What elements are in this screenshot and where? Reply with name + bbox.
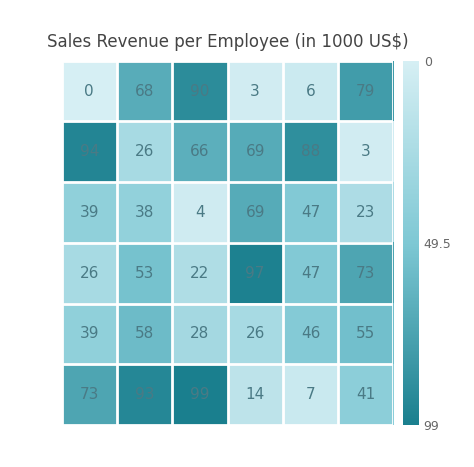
Text: 3: 3 (361, 144, 371, 159)
Text: 73: 73 (356, 266, 375, 281)
Text: 26: 26 (80, 266, 99, 281)
Title: Sales Revenue per Employee (in 1000 US$): Sales Revenue per Employee (in 1000 US$) (47, 33, 408, 51)
Text: 90: 90 (190, 84, 210, 99)
Text: 38: 38 (135, 205, 154, 220)
Text: 88: 88 (301, 144, 320, 159)
Text: 39: 39 (80, 326, 99, 341)
Text: 28: 28 (190, 326, 210, 341)
Text: 79: 79 (356, 84, 375, 99)
Text: 26: 26 (135, 144, 154, 159)
Text: 23: 23 (356, 205, 375, 220)
Text: 53: 53 (135, 266, 154, 281)
Text: 26: 26 (246, 326, 265, 341)
Text: 0: 0 (84, 84, 94, 99)
Text: 3: 3 (250, 84, 260, 99)
Text: 6: 6 (306, 84, 315, 99)
Text: 22: 22 (190, 266, 210, 281)
Text: 4: 4 (195, 205, 205, 220)
Text: 94: 94 (80, 144, 99, 159)
Text: 69: 69 (246, 205, 265, 220)
Text: 47: 47 (301, 266, 320, 281)
Text: 47: 47 (301, 205, 320, 220)
Text: 39: 39 (80, 205, 99, 220)
Text: 14: 14 (246, 387, 265, 402)
Text: 58: 58 (135, 326, 154, 341)
Text: 93: 93 (135, 387, 155, 402)
Text: 73: 73 (80, 387, 99, 402)
Text: 41: 41 (356, 387, 375, 402)
Text: 99: 99 (190, 387, 210, 402)
Text: 68: 68 (135, 84, 154, 99)
Text: 66: 66 (190, 144, 210, 159)
Text: 69: 69 (246, 144, 265, 159)
Text: 97: 97 (246, 266, 265, 281)
Text: 55: 55 (356, 326, 375, 341)
Text: 7: 7 (306, 387, 315, 402)
Text: 46: 46 (301, 326, 320, 341)
